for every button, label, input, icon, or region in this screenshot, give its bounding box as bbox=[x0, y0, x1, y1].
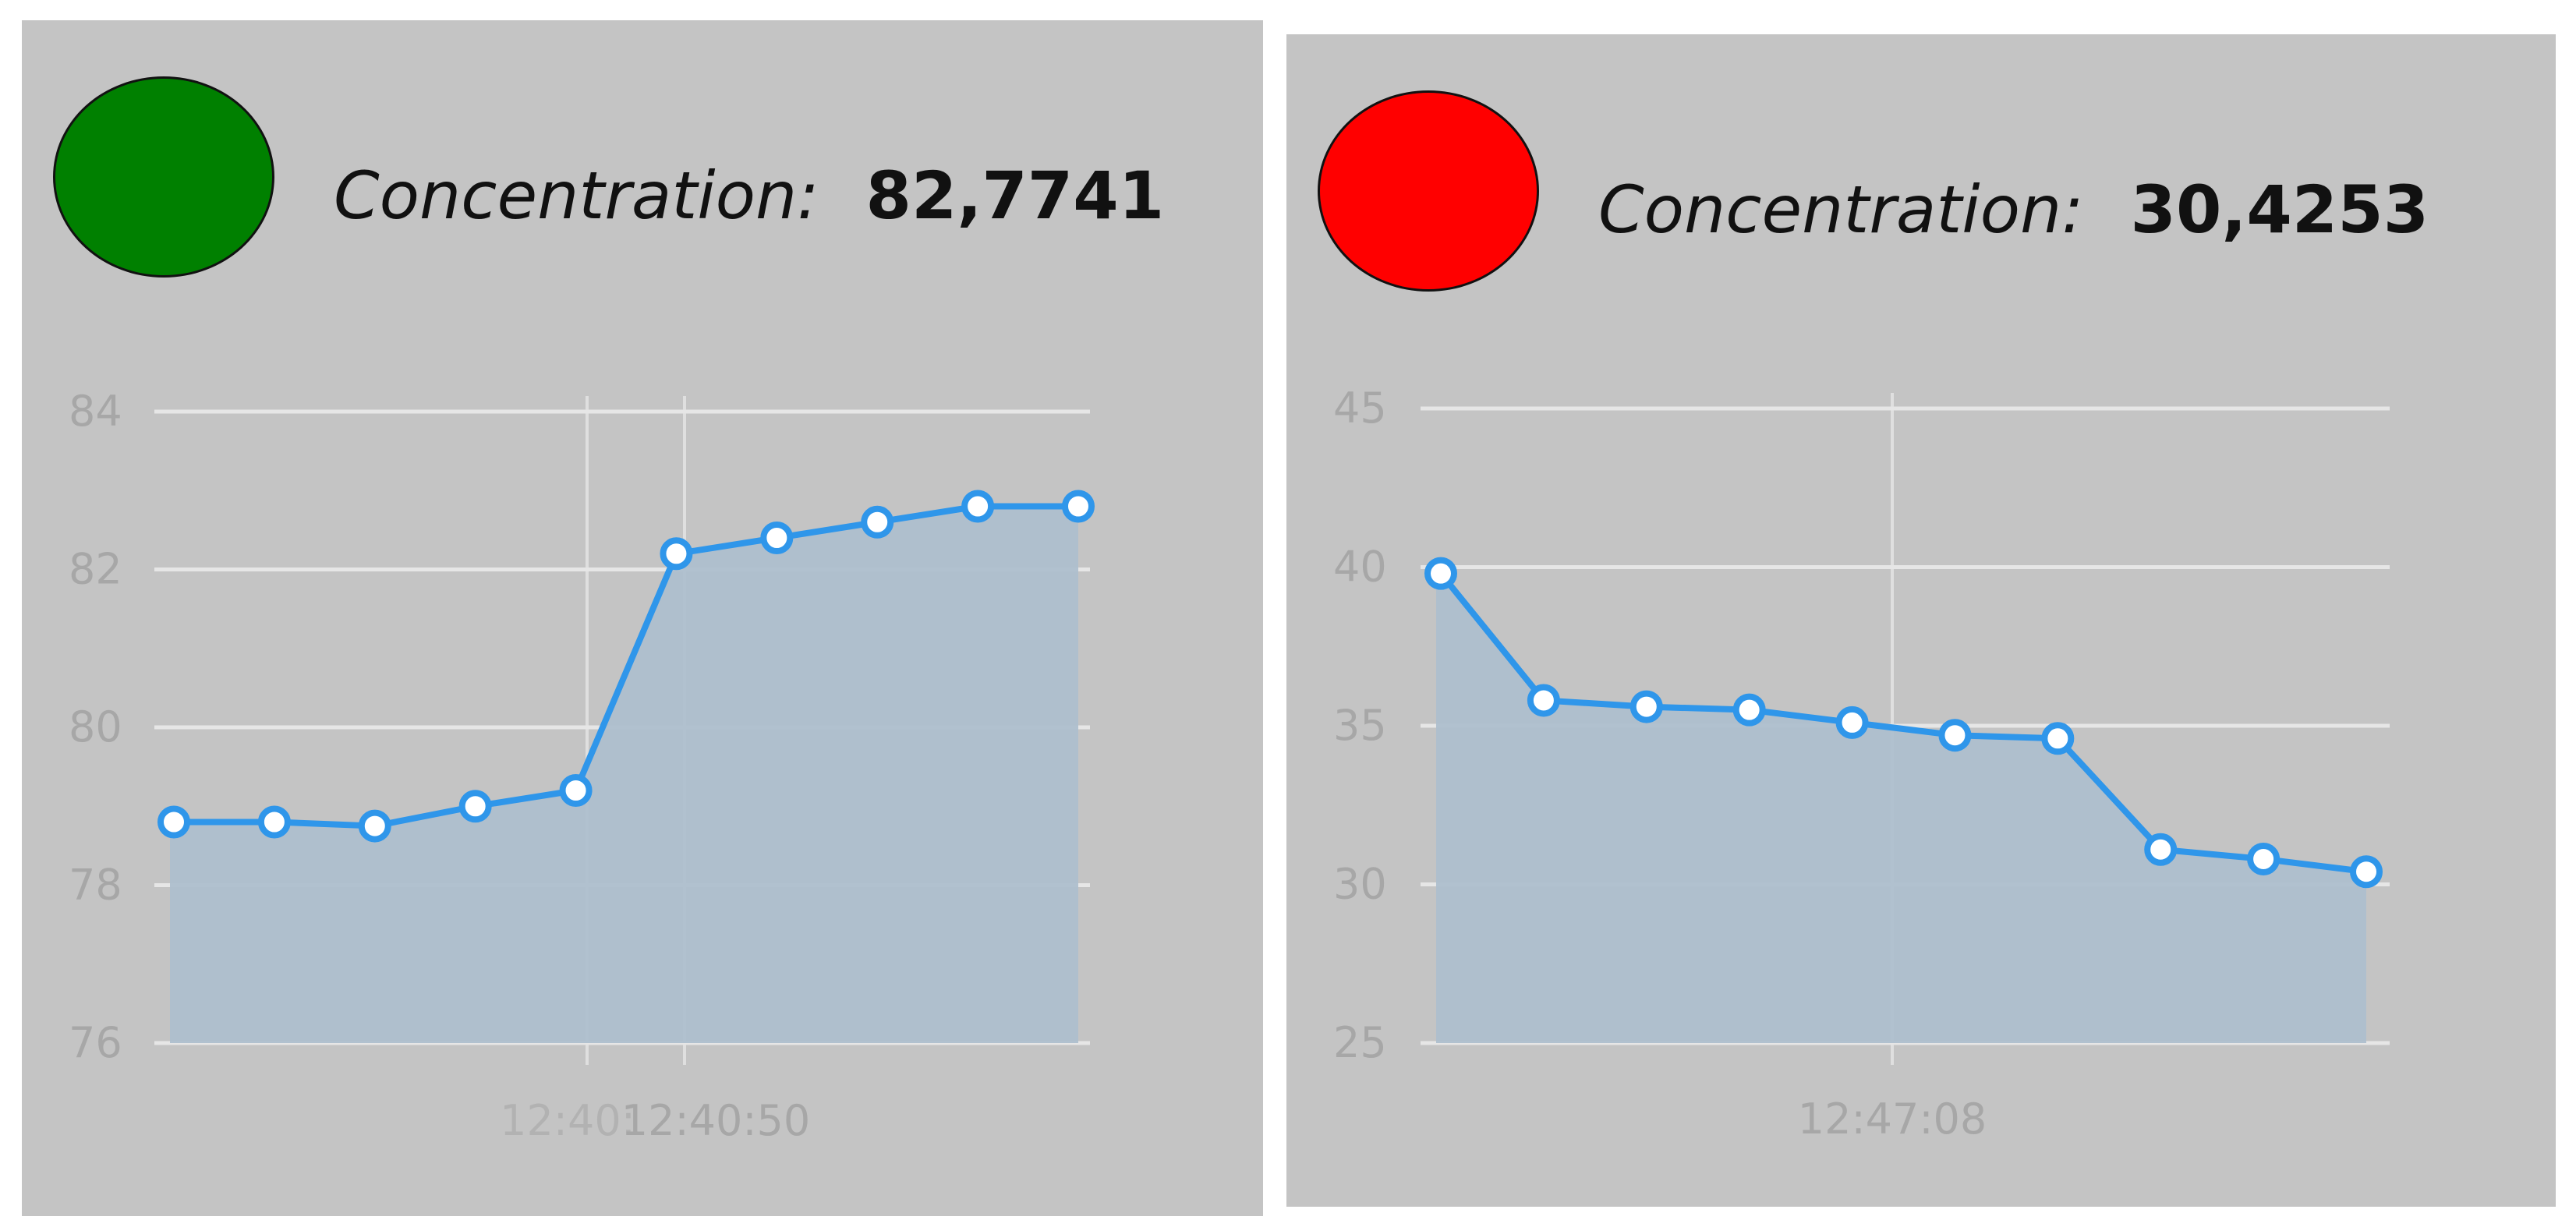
series-area bbox=[1436, 573, 2366, 1043]
y-tick-label: 82 bbox=[69, 545, 122, 594]
data-point bbox=[660, 537, 693, 571]
data-point bbox=[458, 790, 492, 823]
series-line bbox=[1438, 571, 2367, 875]
y-tick-label: 84 bbox=[69, 387, 122, 436]
y-tick-label: 80 bbox=[69, 702, 122, 751]
y-tick-label: 30 bbox=[1333, 860, 1387, 909]
status-indicator-icon bbox=[1318, 90, 1539, 292]
y-tick-label: 40 bbox=[1333, 543, 1387, 592]
data-point bbox=[1062, 490, 1095, 523]
x-tick-label: 12:47:08 bbox=[1798, 1094, 1987, 1144]
concentration-chart-1: 76 78 80 82 84 12:40:12:40:50 bbox=[69, 387, 1095, 1145]
concentration-label: Concentration: bbox=[334, 157, 819, 234]
data-point bbox=[2144, 833, 2178, 866]
data-point bbox=[1629, 690, 1663, 723]
data-point bbox=[358, 809, 391, 843]
data-point bbox=[2350, 855, 2383, 889]
y-tick-label: 76 bbox=[69, 1018, 122, 1067]
y-tick-label: 45 bbox=[1333, 384, 1387, 433]
x-tick-label: 12:40: bbox=[500, 1096, 635, 1145]
y-tick-label: 78 bbox=[69, 861, 122, 910]
data-point bbox=[157, 805, 190, 839]
data-point bbox=[1938, 719, 1972, 752]
data-point bbox=[861, 505, 894, 539]
concentration-value: 30,4253 bbox=[2130, 171, 2429, 248]
status-indicator-icon bbox=[53, 76, 274, 278]
concentration-readout: Concentration: 30,4253 bbox=[1598, 167, 2429, 253]
data-point bbox=[2041, 722, 2075, 755]
x-tick-label: 12:40:50 bbox=[621, 1096, 811, 1145]
y-tick-label: 35 bbox=[1333, 701, 1387, 750]
data-point bbox=[1732, 693, 1766, 727]
data-point bbox=[1527, 684, 1560, 717]
sensor-panel-2: Concentration: 30,4253 25 30 35 40 45 12:47:0… bbox=[1286, 34, 2556, 1207]
data-point bbox=[559, 774, 593, 807]
data-point bbox=[257, 805, 291, 839]
concentration-readout: Concentration: 82,7741 bbox=[334, 153, 1164, 239]
data-point bbox=[760, 522, 794, 554]
data-point bbox=[1835, 705, 1869, 739]
y-tick-label: 25 bbox=[1333, 1018, 1387, 1067]
data-point bbox=[2247, 842, 2281, 875]
data-point bbox=[961, 490, 995, 523]
sensor-panel-1: Concentration: 82,7741 76 78 80 82 84 12:40: 1… bbox=[22, 20, 1263, 1216]
concentration-value: 82,7741 bbox=[865, 157, 1165, 234]
concentration-chart-2: 25 30 35 40 45 12:47:08 bbox=[1333, 384, 2390, 1144]
data-point bbox=[1424, 557, 1457, 590]
concentration-label: Concentration: bbox=[1598, 171, 2084, 248]
series-area bbox=[170, 506, 1078, 1043]
